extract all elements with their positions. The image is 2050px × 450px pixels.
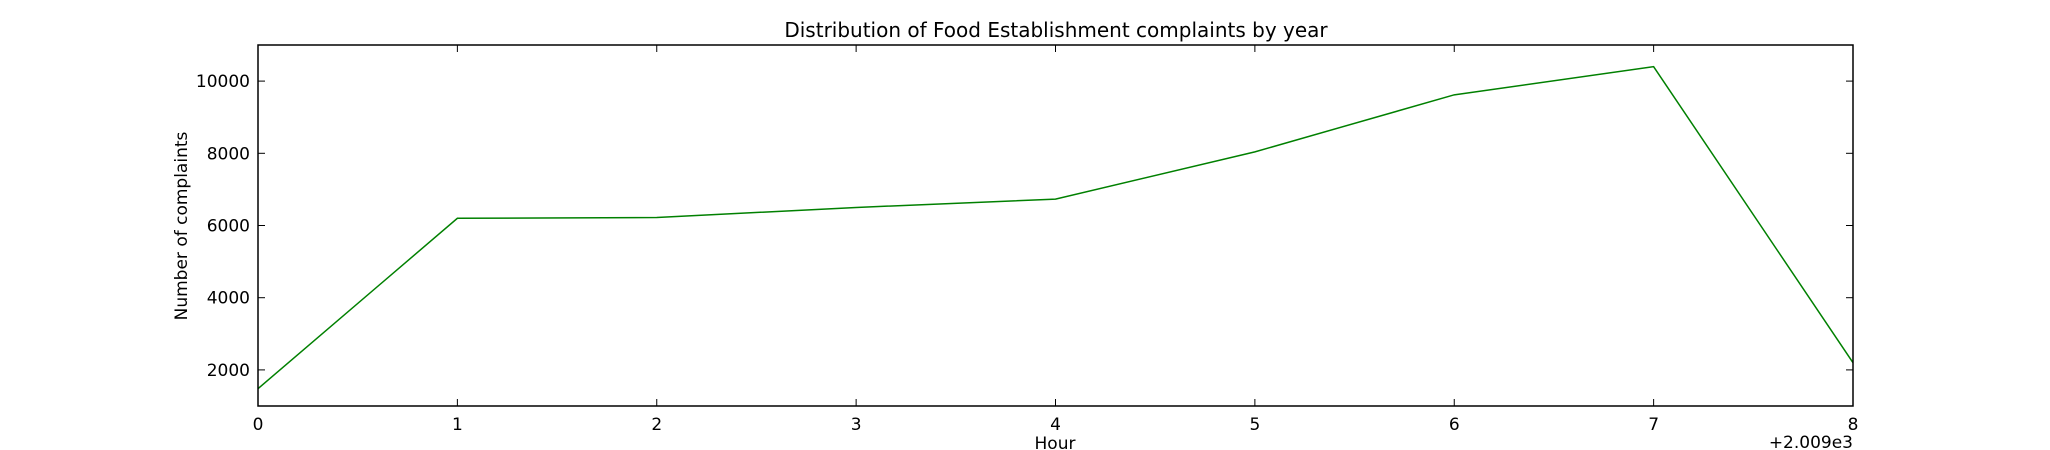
ticks-layer: 0 1 2 3 4 5 6 7 8 2000 4000 6000 8000 10000	[196, 45, 1859, 435]
chart-title: Distribution of Food Establishment compl…	[784, 18, 1328, 42]
y-axis-label: Number of complaints	[172, 131, 192, 320]
x-tick-label: 4	[1050, 415, 1061, 435]
series-line	[257, 65, 1854, 390]
x-tick-label: 3	[851, 415, 862, 435]
x-tick-label: 6	[1449, 415, 1460, 435]
series-layer	[257, 65, 1854, 390]
plot-frame	[257, 44, 1854, 407]
x-tick-label: 0	[253, 415, 264, 435]
x-tick-label: 8	[1848, 415, 1859, 435]
x-tick-label: 2	[651, 415, 662, 435]
x-tick-label: 7	[1648, 415, 1659, 435]
x-axis-label: Hour	[1035, 434, 1076, 450]
y-tick-label: 8000	[207, 144, 250, 164]
x-tick-label: 5	[1249, 415, 1260, 435]
y-tick-label: 6000	[207, 217, 250, 237]
y-tick-label: 10000	[196, 72, 250, 92]
y-tick-label: 4000	[207, 289, 250, 309]
y-tick-label: 2000	[207, 361, 250, 381]
x-tick-label: 1	[452, 415, 463, 435]
x-axis-offset-label: +2.009e3	[1769, 433, 1853, 450]
